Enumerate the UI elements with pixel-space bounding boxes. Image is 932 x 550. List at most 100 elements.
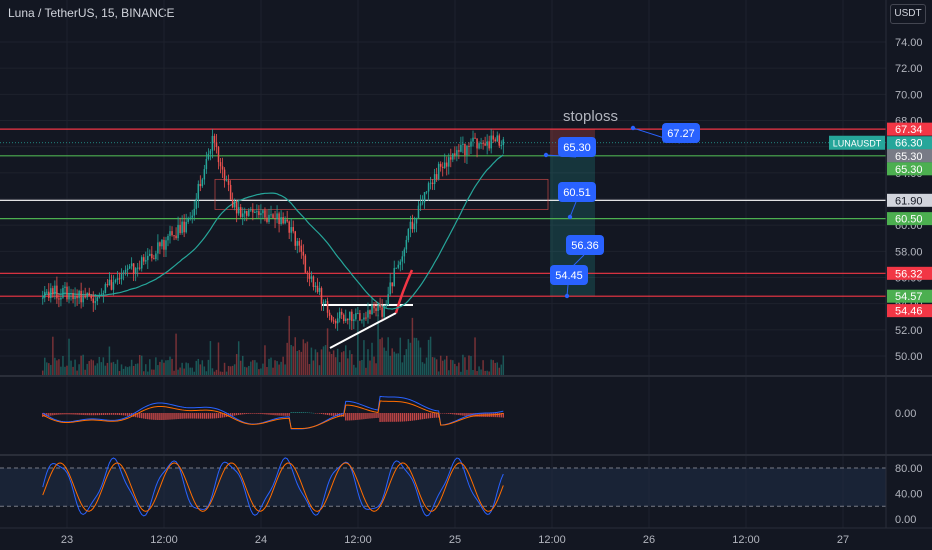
volume-bar	[68, 338, 70, 376]
macd-histogram-bar	[474, 413, 476, 417]
macd-histogram-bar	[454, 413, 456, 415]
volume-bar	[304, 343, 307, 376]
macd-histogram-bar	[328, 413, 331, 416]
candle-body	[373, 304, 375, 309]
volume-bar	[272, 367, 274, 376]
volume-bar	[145, 364, 147, 376]
volume-bar	[58, 359, 60, 376]
macd-histogram-bar	[72, 413, 74, 415]
macd-histogram-bar	[326, 413, 329, 415]
volume-bar	[276, 361, 278, 376]
candle-body	[397, 264, 400, 268]
volume-bar	[60, 366, 62, 376]
volume-bar	[312, 360, 315, 376]
price-tick-label: 50.00	[895, 351, 923, 363]
volume-bar	[94, 365, 97, 376]
macd-histogram-bar	[500, 413, 502, 418]
candle-body	[92, 298, 94, 303]
macd-histogram-bar	[355, 413, 357, 421]
macd-histogram-bar	[155, 413, 157, 420]
macd-histogram-bar	[294, 412, 296, 413]
candle-body	[324, 301, 327, 303]
macd-histogram-bar	[397, 413, 399, 422]
volume-bar	[74, 359, 76, 376]
candle-body	[157, 242, 159, 254]
annotation-anchor-dot	[564, 293, 570, 299]
volume-bar	[288, 315, 290, 376]
candle-body	[205, 159, 208, 170]
volume-bar	[502, 355, 505, 376]
candle-body	[262, 210, 264, 214]
macd-histogram-bar	[393, 413, 395, 422]
candle-body	[383, 306, 385, 317]
candle-body	[239, 207, 242, 217]
macd-histogram-bar	[145, 413, 147, 419]
volume-bar	[385, 350, 387, 376]
macd-histogram-bar	[209, 413, 212, 419]
volume-bar	[365, 367, 367, 376]
candle-body	[290, 227, 292, 233]
candles	[42, 129, 505, 331]
volume-bar	[407, 339, 410, 376]
volume-bar	[147, 371, 149, 376]
annotation-anchor-dot	[567, 214, 573, 220]
candle-body	[435, 174, 438, 180]
candle-body	[128, 266, 131, 269]
macd-histogram-bar	[78, 413, 80, 415]
volume-bar	[405, 349, 408, 376]
currency-button[interactable]: USDT	[890, 4, 926, 24]
macd-histogram-bar	[246, 413, 248, 414]
candle-body	[429, 182, 432, 184]
volume-bar	[363, 340, 365, 376]
candle-body	[409, 221, 412, 229]
volume-bar	[118, 371, 121, 376]
candle-body	[78, 290, 80, 299]
macd-histogram-bar	[252, 413, 254, 414]
candle-body	[496, 135, 498, 142]
volume-bar	[454, 363, 456, 376]
candle-body	[377, 304, 379, 312]
volume-bar	[488, 371, 490, 376]
candle-body	[74, 295, 76, 300]
volume-bar	[219, 371, 222, 376]
macd-histogram-bar	[112, 413, 115, 415]
macd-histogram-bar	[110, 413, 113, 415]
volume-bar	[56, 360, 58, 376]
volume-bar	[462, 354, 464, 376]
volume-bar	[342, 351, 345, 376]
macd-histogram-bar	[379, 413, 381, 422]
volume-bar	[270, 357, 272, 376]
macd-histogram-bar	[403, 413, 406, 422]
candle-body	[48, 291, 50, 299]
macd-line	[42, 395, 504, 430]
volume-bar	[104, 365, 107, 376]
candle-body	[179, 224, 181, 233]
candle-body	[490, 135, 492, 149]
volume-bars	[42, 314, 505, 376]
candle-body	[90, 295, 92, 299]
volume-bar	[419, 347, 422, 376]
price-tick-label: 58.00	[895, 246, 923, 258]
candle-body	[336, 318, 339, 324]
candle-body	[387, 294, 389, 306]
annotation-anchor-dot	[630, 125, 636, 131]
volume-bar	[460, 371, 462, 376]
macd-histogram-bar	[175, 413, 177, 420]
volume-bar	[205, 371, 208, 376]
candle-body	[482, 142, 484, 144]
moving-average	[42, 154, 504, 310]
volume-bar	[193, 371, 195, 376]
candle-body	[357, 313, 359, 315]
volume-bar	[130, 359, 133, 376]
volume-bar	[84, 369, 86, 376]
macd-histogram-bar	[240, 413, 242, 415]
macd-histogram-bar	[187, 413, 189, 419]
candle-body	[332, 320, 335, 322]
volume-bar	[42, 370, 44, 376]
candle-body	[492, 135, 494, 140]
volume-bar	[264, 345, 266, 376]
candle-body	[134, 268, 137, 274]
candle-body	[147, 255, 149, 261]
volume-bar	[128, 366, 131, 376]
